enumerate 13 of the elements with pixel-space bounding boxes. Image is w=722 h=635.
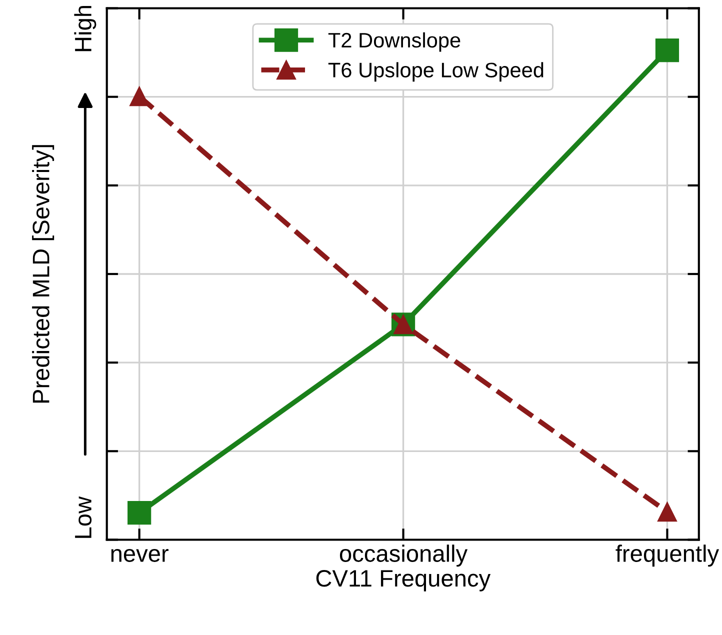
point bbox=[128, 501, 152, 525]
point bbox=[130, 86, 150, 106]
point bbox=[658, 502, 677, 522]
text: High bbox=[74, 6, 96, 52]
x-tick-label: occasionally bbox=[340, 544, 468, 567]
text: Low bbox=[75, 496, 92, 538]
legend-label: T2 Downslope bbox=[328, 32, 460, 52]
y-axis-title: Predicted MLD [Severity] bbox=[32, 145, 54, 403]
x-axis-title: CV11 Frequency bbox=[316, 570, 491, 592]
x-tick-label: frequently bbox=[616, 544, 720, 567]
x-tick-label: never bbox=[111, 549, 168, 562]
legend-label: T6 Upslope Low Speed bbox=[328, 62, 544, 82]
point bbox=[655, 38, 680, 62]
